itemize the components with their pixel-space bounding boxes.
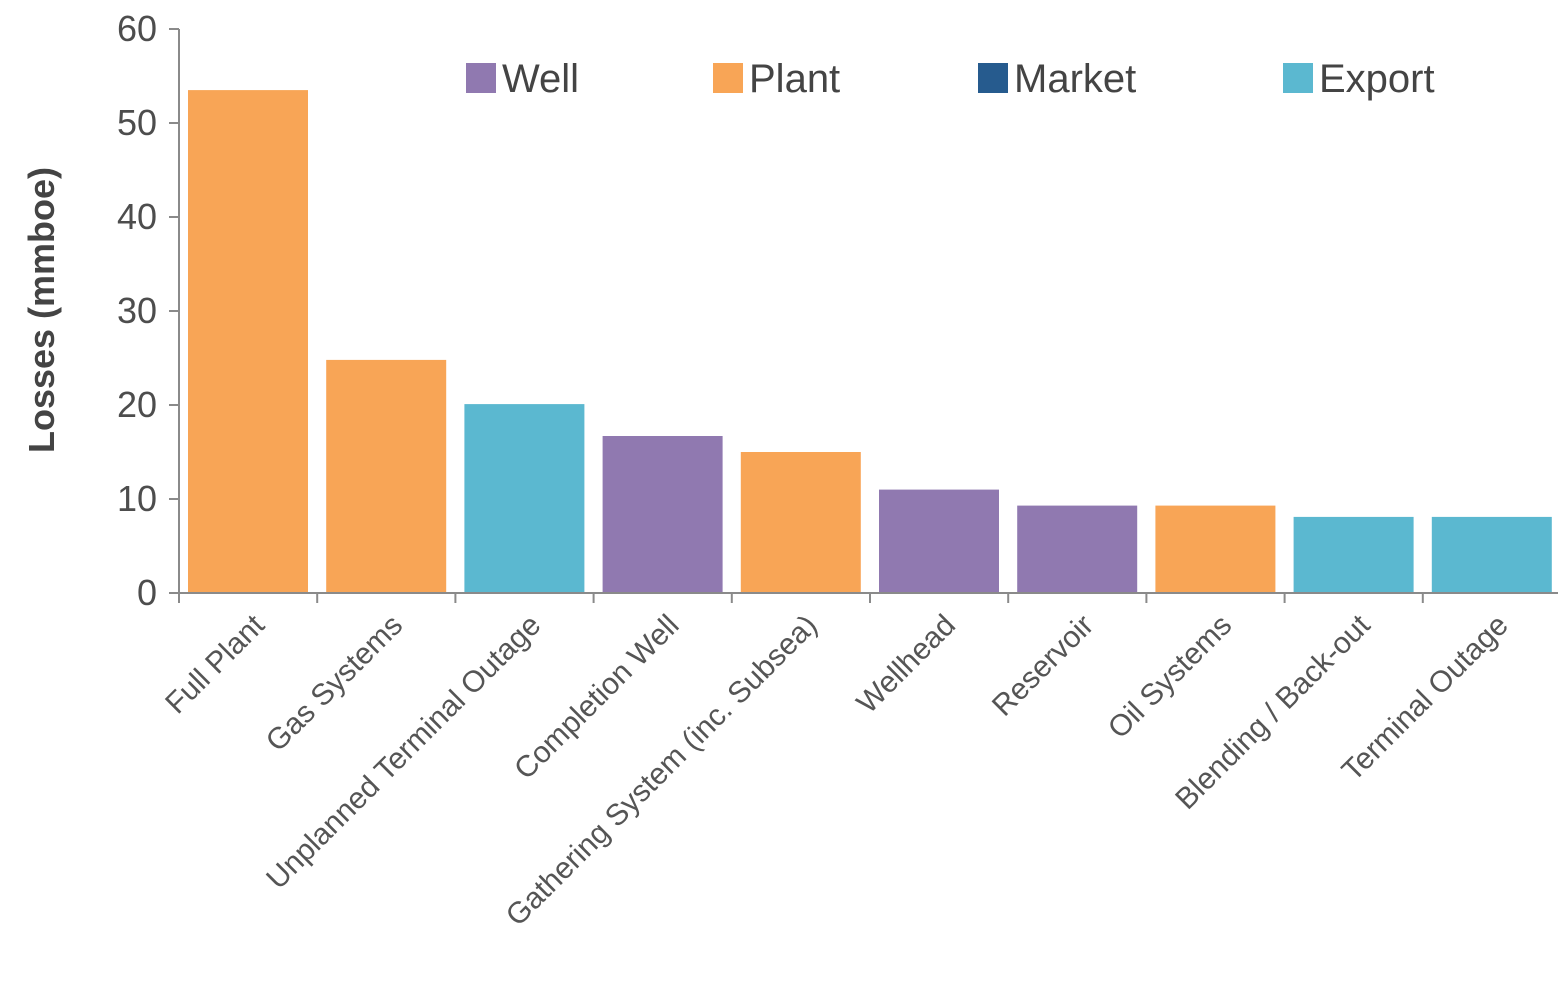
y-tick-label-30: 30 xyxy=(117,290,157,331)
x-tick-label-full-plant: Full Plant xyxy=(159,608,271,720)
y-tick-label-40: 40 xyxy=(117,196,157,237)
y-tick-label-50: 50 xyxy=(117,102,157,143)
legend-label-plant: Plant xyxy=(749,57,840,101)
legend-swatch-market xyxy=(978,63,1008,93)
legend-label-export: Export xyxy=(1319,57,1435,101)
y-axis-label: Losses (mmboe) xyxy=(21,167,62,453)
bar-gas-systems xyxy=(326,359,447,593)
bar-unplanned-terminal-outage xyxy=(464,404,585,593)
legend-label-well: Well xyxy=(502,57,579,101)
legend-swatch-export xyxy=(1283,63,1313,93)
x-tick-label-gathering-system-inc-subsea: Gathering System (inc. Subsea) xyxy=(500,609,824,933)
bar-oil-systems xyxy=(1155,505,1276,593)
legend-swatch-well xyxy=(466,63,496,93)
legend: Well Plant Market Export xyxy=(466,57,1435,101)
bar-terminal-outage xyxy=(1431,516,1552,593)
x-tick-label-oil-systems: Oil Systems xyxy=(1102,609,1238,745)
bars-layer xyxy=(188,90,1552,593)
bar-full-plant xyxy=(188,90,308,593)
bar-wellhead xyxy=(879,489,999,593)
bar-blending-back-out xyxy=(1293,516,1414,593)
y-tick-label-0: 0 xyxy=(137,572,157,613)
y-tick-label-60: 60 xyxy=(117,8,157,49)
bar-reservoir xyxy=(1017,505,1138,593)
x-tick-label-reservoir: Reservoir xyxy=(986,609,1100,723)
legend-label-market: Market xyxy=(1014,57,1136,101)
x-tick-label-unplanned-terminal-outage: Unplanned Terminal Outage xyxy=(260,609,547,896)
bar-completion-well xyxy=(602,436,723,593)
y-tick-label-10: 10 xyxy=(117,478,157,519)
legend-swatch-plant xyxy=(713,63,743,93)
bar-gathering-system-inc-subsea xyxy=(740,452,861,593)
x-tick-label-gas-systems: Gas Systems xyxy=(260,609,409,758)
x-tick-label-wellhead: Wellhead xyxy=(851,609,962,720)
y-tick-label-20: 20 xyxy=(117,384,157,425)
